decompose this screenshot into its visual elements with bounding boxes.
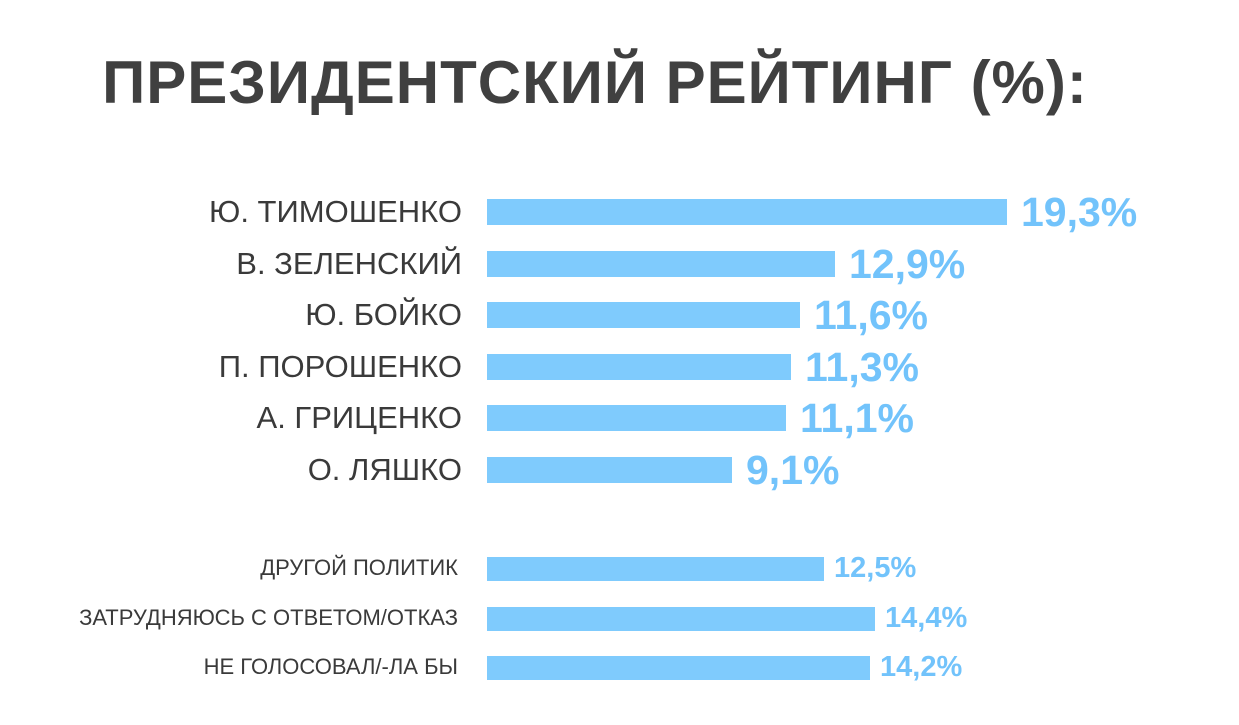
bar <box>487 606 875 631</box>
chart-title: ПРЕЗИДЕНТСКИЙ РЕЙТИНГ (%): <box>102 49 1088 116</box>
category-label: Ю. ТИМОШЕНКО <box>209 194 462 229</box>
value-label: 14,4% <box>885 601 968 634</box>
bar <box>487 199 1007 225</box>
category-label: О. ЛЯШКО <box>307 452 462 487</box>
bar <box>487 353 791 380</box>
category-label: А. ГРИЦЕНКО <box>256 400 462 436</box>
value-label: 12,9% <box>849 240 966 287</box>
bar <box>487 405 786 432</box>
bar <box>487 302 800 329</box>
value-label: 11,3% <box>805 343 919 390</box>
value-label: 11,1% <box>800 395 914 442</box>
bar <box>487 250 835 277</box>
bar <box>487 656 870 680</box>
bar <box>487 457 732 483</box>
category-label: Ю. БОЙКО <box>305 297 462 333</box>
category-label: ДРУГОЙ ПОЛИТИК <box>260 555 458 580</box>
category-label: В. ЗЕЛЕНСКИЙ <box>236 245 462 281</box>
value-label: 14,2% <box>880 651 963 683</box>
category-label: П. ПОРОШЕНКО <box>218 348 462 384</box>
value-label: 19,3% <box>1021 189 1138 235</box>
bar <box>487 557 824 581</box>
value-label: 11,6% <box>814 292 928 339</box>
category-label: НЕ ГОЛОСОВАЛ/-ЛА БЫ <box>203 654 458 679</box>
value-label: 12,5% <box>834 552 917 584</box>
category-label: ЗАТРУДНЯЮСЬ С ОТВЕТОМ/ОТКАЗ <box>79 604 458 630</box>
value-label: 9,1% <box>746 447 840 493</box>
